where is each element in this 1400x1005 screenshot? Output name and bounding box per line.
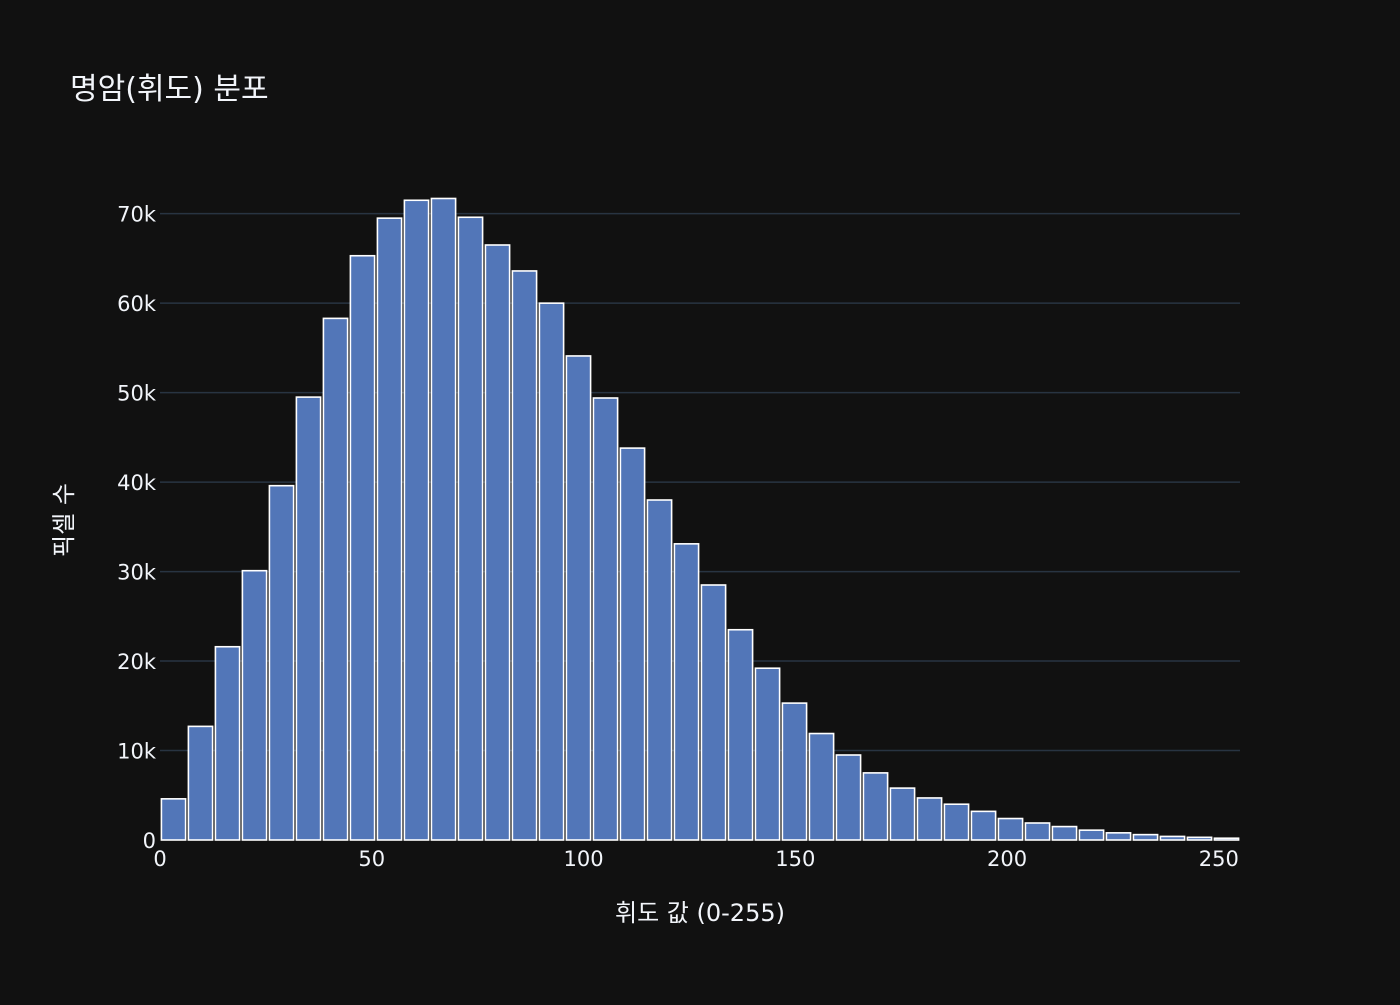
bar [268,484,295,841]
x-tick-label: 150 [775,847,815,871]
bar [457,216,484,841]
bar [349,254,376,841]
bar [592,397,619,841]
bar [943,803,970,841]
x-tick-label: 0 [153,847,166,871]
y-tick-label: 60k [117,292,157,316]
bar [835,754,862,841]
bar [673,543,700,841]
bar [1051,825,1078,841]
bar [808,732,835,841]
bar [511,270,538,841]
bar [970,810,997,841]
bar [1213,837,1240,841]
bar [538,302,565,841]
y-axis-label: 픽셀 수 [50,483,78,557]
bar [295,396,322,841]
bar [376,217,403,841]
x-tick-label: 200 [987,847,1027,871]
x-tick-label: 100 [563,847,603,871]
bar [484,244,511,841]
bar [241,569,268,841]
bar [1159,835,1186,841]
y-tick-label: 20k [117,650,157,674]
bar [862,772,889,841]
bar [754,667,781,841]
y-tick-label: 40k [117,471,157,495]
y-tick-label: 0 [143,829,156,853]
bar [322,317,349,841]
bar [619,447,646,841]
bar [916,797,943,841]
bar [1132,833,1159,841]
x-axis-label: 휘도 값 (0-255) [615,899,785,927]
chart-title: 명암(휘도) 분포 [70,72,269,107]
bar [187,725,214,841]
bar [160,798,187,841]
bar [889,787,916,841]
y-tick-label: 30k [117,561,157,585]
bar [997,817,1024,841]
y-tick-label: 70k [117,203,157,227]
bar [646,499,673,841]
bar [781,702,808,841]
bar [727,628,754,841]
y-tick-label: 50k [117,382,157,406]
bar [403,199,430,841]
x-tick-label: 250 [1199,847,1239,871]
bars [160,197,1240,841]
bar [565,355,592,841]
x-tick-label: 50 [358,847,385,871]
bar [1105,832,1132,841]
y-tick-label: 10k [117,740,157,764]
bar [1078,829,1105,841]
y-axis-ticks: 0 10k 20k 30k 40k 50k 60k 70k [117,203,157,853]
x-axis-ticks: 0 50 100 150 200 250 [153,847,1239,871]
bar [1024,822,1051,841]
bar [1186,836,1213,841]
bar [430,197,457,841]
bar [700,584,727,841]
bar [214,645,241,841]
